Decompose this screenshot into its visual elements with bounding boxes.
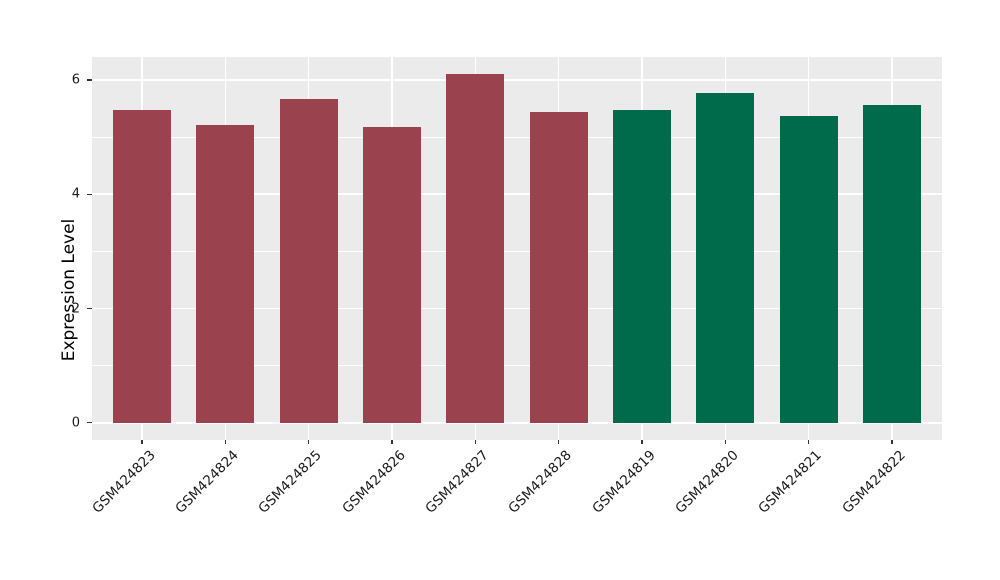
x-axis-tick-label: GSM424820 [672, 447, 742, 517]
bar-GSM424823 [112, 110, 172, 423]
gridline-major-horizontal [92, 307, 942, 310]
x-axis-tick-mark [391, 440, 393, 444]
plot-panel [92, 57, 942, 440]
x-axis-tick-label: GSM424821 [755, 447, 826, 517]
x-axis-tick-label: GSM424823 [89, 447, 159, 517]
gridline-major-horizontal [92, 79, 942, 81]
x-axis-tick-mark [474, 440, 476, 444]
bar-GSM424821 [779, 115, 838, 423]
bar-GSM424828 [529, 112, 588, 423]
bar-GSM424824 [196, 125, 255, 423]
x-axis-tick-mark [308, 440, 310, 444]
x-axis-tick-mark [724, 440, 726, 444]
y-axis-tick-mark [87, 193, 92, 195]
x-axis-tick-mark [224, 440, 226, 444]
x-axis-tick-label: GSM424826 [339, 447, 409, 517]
x-axis-tick-mark [891, 440, 893, 444]
gridline-minor-horizontal [92, 250, 942, 252]
gridline-minor-horizontal [92, 136, 942, 138]
y-axis-title: Expression Level [59, 218, 79, 362]
bar-GSM424820 [696, 93, 755, 423]
x-axis-tick-label: GSM424819 [589, 447, 659, 517]
y-axis-tick-mark [87, 79, 92, 81]
bar-GSM424826 [362, 127, 422, 423]
bar-GSM424825 [279, 99, 338, 423]
gridline-major-horizontal [92, 422, 942, 424]
gridline-minor-horizontal [92, 365, 942, 367]
x-axis-tick-mark [558, 440, 560, 444]
x-axis-tick-mark [141, 440, 143, 444]
bar-GSM424819 [612, 109, 672, 423]
x-axis-tick-label: GSM424828 [505, 447, 576, 517]
gridline-major-horizontal [92, 193, 942, 195]
y-axis-tick-mark [87, 307, 92, 310]
y-axis-tick-label: 2 [71, 301, 80, 317]
x-axis-tick-mark [808, 440, 810, 444]
y-axis-tick-label: 0 [71, 415, 80, 431]
x-axis-tick-mark [641, 440, 643, 444]
x-axis-tick-label: GSM424825 [255, 447, 326, 517]
y-axis-tick-label: 6 [71, 72, 80, 88]
x-axis-tick-label: GSM424824 [172, 447, 242, 517]
y-axis-tick-label: 4 [71, 186, 80, 202]
x-axis-tick-label: GSM424827 [422, 447, 492, 517]
bar-GSM424822 [862, 105, 922, 423]
x-axis-tick-label: GSM424822 [839, 447, 909, 517]
y-axis-tick-mark [87, 422, 92, 424]
bar-GSM424827 [446, 73, 505, 423]
